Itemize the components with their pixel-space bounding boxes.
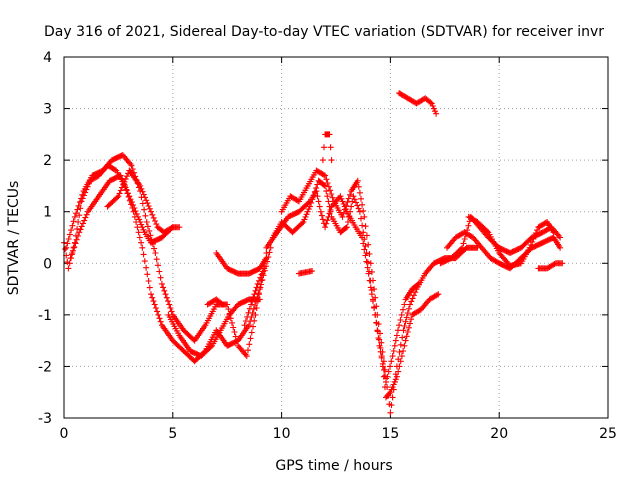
series-t14 xyxy=(396,90,440,117)
chart-title: Day 316 of 2021, Sidereal Day-to-day VTE… xyxy=(44,24,604,40)
y-tick-label: -1 xyxy=(38,308,52,324)
marker-path xyxy=(465,213,557,269)
marker-path xyxy=(396,90,440,117)
x-tick-labels: 0 5 10 15 20 25 xyxy=(60,426,617,442)
x-tick-label: 15 xyxy=(381,426,399,442)
x-tick-label: 10 xyxy=(273,426,291,442)
series-t6 xyxy=(204,296,226,308)
y-tick-label: -2 xyxy=(38,359,52,375)
y-tick-label: 2 xyxy=(43,153,52,169)
x-tick-label: 0 xyxy=(60,426,69,442)
grid xyxy=(64,57,608,418)
series-t11 xyxy=(278,167,481,416)
data-marks xyxy=(61,90,566,416)
y-tick-label: 1 xyxy=(43,205,52,221)
marker-path xyxy=(213,250,270,277)
marker-path xyxy=(535,260,566,272)
series-t5 xyxy=(165,296,263,360)
series-t4 xyxy=(104,167,176,236)
y-tick-label: 3 xyxy=(43,102,52,118)
plot-frame xyxy=(63,56,609,419)
marker-path xyxy=(319,131,335,164)
x-axis-label: GPS time / hours xyxy=(275,458,392,474)
y-axis-label: SDTVAR / TECUs xyxy=(6,181,22,296)
series-t13 xyxy=(296,268,316,277)
marker-path xyxy=(269,177,422,385)
series-t10 xyxy=(269,177,422,385)
series-t12 xyxy=(319,131,335,164)
y-tick-labels: -3 -2 -1 0 1 2 3 4 xyxy=(38,50,52,427)
series-t17 xyxy=(465,213,557,269)
marker-path xyxy=(278,167,481,416)
marker-path xyxy=(165,296,263,360)
marker-path xyxy=(296,268,316,277)
x-tick-label: 20 xyxy=(490,426,508,442)
series-t18 xyxy=(535,260,566,272)
marker-path xyxy=(204,296,226,308)
x-tick-label: 25 xyxy=(599,426,617,442)
y-tick-label: 4 xyxy=(43,50,52,66)
series-t7 xyxy=(213,250,270,277)
y-tick-label: -3 xyxy=(38,411,52,427)
marker-path xyxy=(241,265,268,329)
x-tick-label: 5 xyxy=(168,426,177,442)
marker-path xyxy=(104,167,176,236)
y-tick-label: 0 xyxy=(43,256,52,272)
series-t8 xyxy=(241,265,268,329)
